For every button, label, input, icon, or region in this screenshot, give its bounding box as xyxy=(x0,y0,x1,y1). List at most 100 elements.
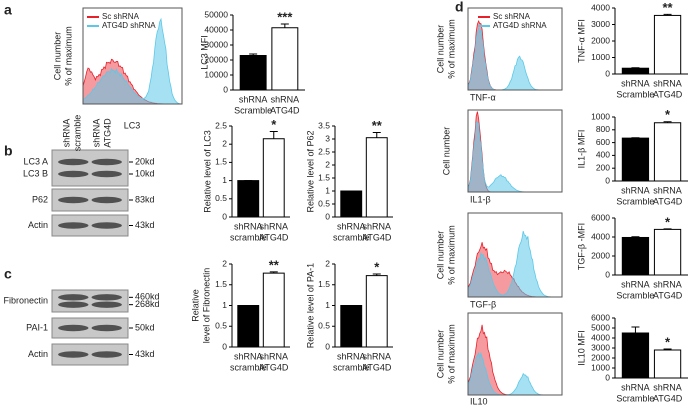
blot-image xyxy=(51,289,129,313)
blot-band xyxy=(58,324,89,332)
histogram-blue xyxy=(82,17,183,105)
x-tick-label: shRNA ATG4D xyxy=(362,222,392,243)
bar xyxy=(621,67,650,75)
significance: ** xyxy=(662,0,673,15)
y-tick-label: 2000 xyxy=(591,250,610,260)
x-tick-label: shRNA ATG4D xyxy=(653,186,683,207)
y-tick-label: 4000 xyxy=(591,231,610,241)
bar xyxy=(653,122,682,182)
marker-size: 268kd xyxy=(135,299,160,309)
bar xyxy=(365,137,388,218)
y-axis-label: IL1-β MFI xyxy=(576,130,586,169)
error-bar xyxy=(663,13,672,16)
significance: ** xyxy=(269,257,280,272)
significance: ** xyxy=(372,118,383,133)
y-axis-label: Cell number% of maximum xyxy=(436,324,457,384)
y-axis-label: Relative level of LC3 xyxy=(202,130,212,213)
y-axis-label: Cell number% of maximum xyxy=(53,26,74,86)
x-tick-label: shRNA ATG4D xyxy=(362,352,392,373)
histogram-frame xyxy=(467,312,563,396)
x-axis-label: LC3 xyxy=(124,120,141,130)
bar xyxy=(653,349,682,379)
x-tick-label: shRNA scramble xyxy=(333,352,370,373)
y-tick-label: 2 xyxy=(325,258,330,268)
y-tick-label: 1.5 xyxy=(215,279,227,289)
histogram-blue xyxy=(467,230,562,298)
x-tick-label: shRNA Scramble xyxy=(616,280,654,301)
y-tick-label: 400 xyxy=(596,150,610,160)
blot-label: PAI-1 xyxy=(26,322,48,332)
y-axis-label: IL10 MFI xyxy=(576,330,586,366)
blot-band xyxy=(91,196,122,204)
x-tick-label: shRNA Scramble xyxy=(616,186,654,207)
marker-size: 10kd xyxy=(135,168,155,178)
y-tick-label: 3000 xyxy=(591,19,610,29)
blot-band xyxy=(58,222,89,229)
significance: *** xyxy=(277,9,293,24)
bar xyxy=(340,305,363,348)
y-tick-label: 1 xyxy=(325,300,330,310)
marker-size: 83kd xyxy=(135,194,155,204)
x-tick-label: shRNA Scramble xyxy=(616,383,654,404)
error-bar xyxy=(269,271,278,274)
blot-band xyxy=(91,158,122,166)
blot-band xyxy=(91,324,122,332)
marker-size: 50kd xyxy=(135,322,155,332)
error-bar xyxy=(663,121,672,123)
y-tick-label: 2 xyxy=(222,258,227,268)
y-axis-label: Relative level of P62 xyxy=(305,130,315,212)
error-bar xyxy=(372,273,381,276)
y-tick-label: 0 xyxy=(605,372,610,382)
error-bar xyxy=(280,23,289,28)
y-tick-label: 10000 xyxy=(204,69,228,79)
significance: * xyxy=(374,259,380,274)
y-tick-label: 3 xyxy=(325,133,330,143)
blot-band xyxy=(58,301,89,308)
error-bar xyxy=(631,326,640,333)
bar xyxy=(237,305,260,348)
bar xyxy=(239,55,267,91)
error-bar xyxy=(249,53,258,56)
blot-image xyxy=(51,214,129,237)
y-tick-label: 3000 xyxy=(591,342,610,352)
significance: * xyxy=(271,117,277,132)
blot-band xyxy=(58,170,89,178)
marker-size: 20kd xyxy=(135,156,155,166)
error-bar xyxy=(372,132,381,138)
y-tick-label: 0.5 xyxy=(215,193,227,203)
bar xyxy=(340,190,363,218)
y-tick-label: 1000 xyxy=(591,111,610,121)
x-tick-label: shRNA Scramble xyxy=(616,79,654,100)
y-tick-label: 2.5 xyxy=(215,120,227,130)
y-tick-label: 6000 xyxy=(591,212,610,222)
panel-label: c xyxy=(4,266,12,282)
error-bar xyxy=(631,236,640,238)
y-axis-label: Cell number xyxy=(441,127,451,176)
lane-label: shRNAscramble xyxy=(62,115,83,152)
blot-label: LC3 A xyxy=(23,156,48,166)
y-tick-label: 4000 xyxy=(591,332,610,342)
significance: * xyxy=(665,214,671,229)
y-tick-label: 800 xyxy=(596,124,610,134)
bar xyxy=(653,228,682,276)
y-tick-label: 0 xyxy=(605,269,610,279)
y-tick-label: 2000 xyxy=(591,352,610,362)
marker-size: 43kd xyxy=(135,349,155,359)
blot-image xyxy=(51,149,129,187)
y-tick-label: 1000 xyxy=(591,52,610,62)
histogram-blue xyxy=(467,27,562,91)
y-tick-label: 2.5 xyxy=(318,146,330,156)
y-axis-label: Cell number% of maximum xyxy=(436,19,457,79)
blot-label: LC3 B xyxy=(23,168,48,178)
blot-band xyxy=(91,222,122,229)
y-tick-label: 0 xyxy=(325,341,330,351)
x-tick-label: shRNA ATG4D xyxy=(270,95,300,116)
blot-label: P62 xyxy=(32,194,48,204)
blot-band xyxy=(91,294,122,301)
y-axis-label: Cell number% of maximum xyxy=(436,225,457,285)
y-tick-label: 4000 xyxy=(591,2,610,12)
bar xyxy=(262,138,285,218)
x-axis-label: IL1-β xyxy=(470,194,491,204)
y-tick-label: 50000 xyxy=(204,9,228,19)
